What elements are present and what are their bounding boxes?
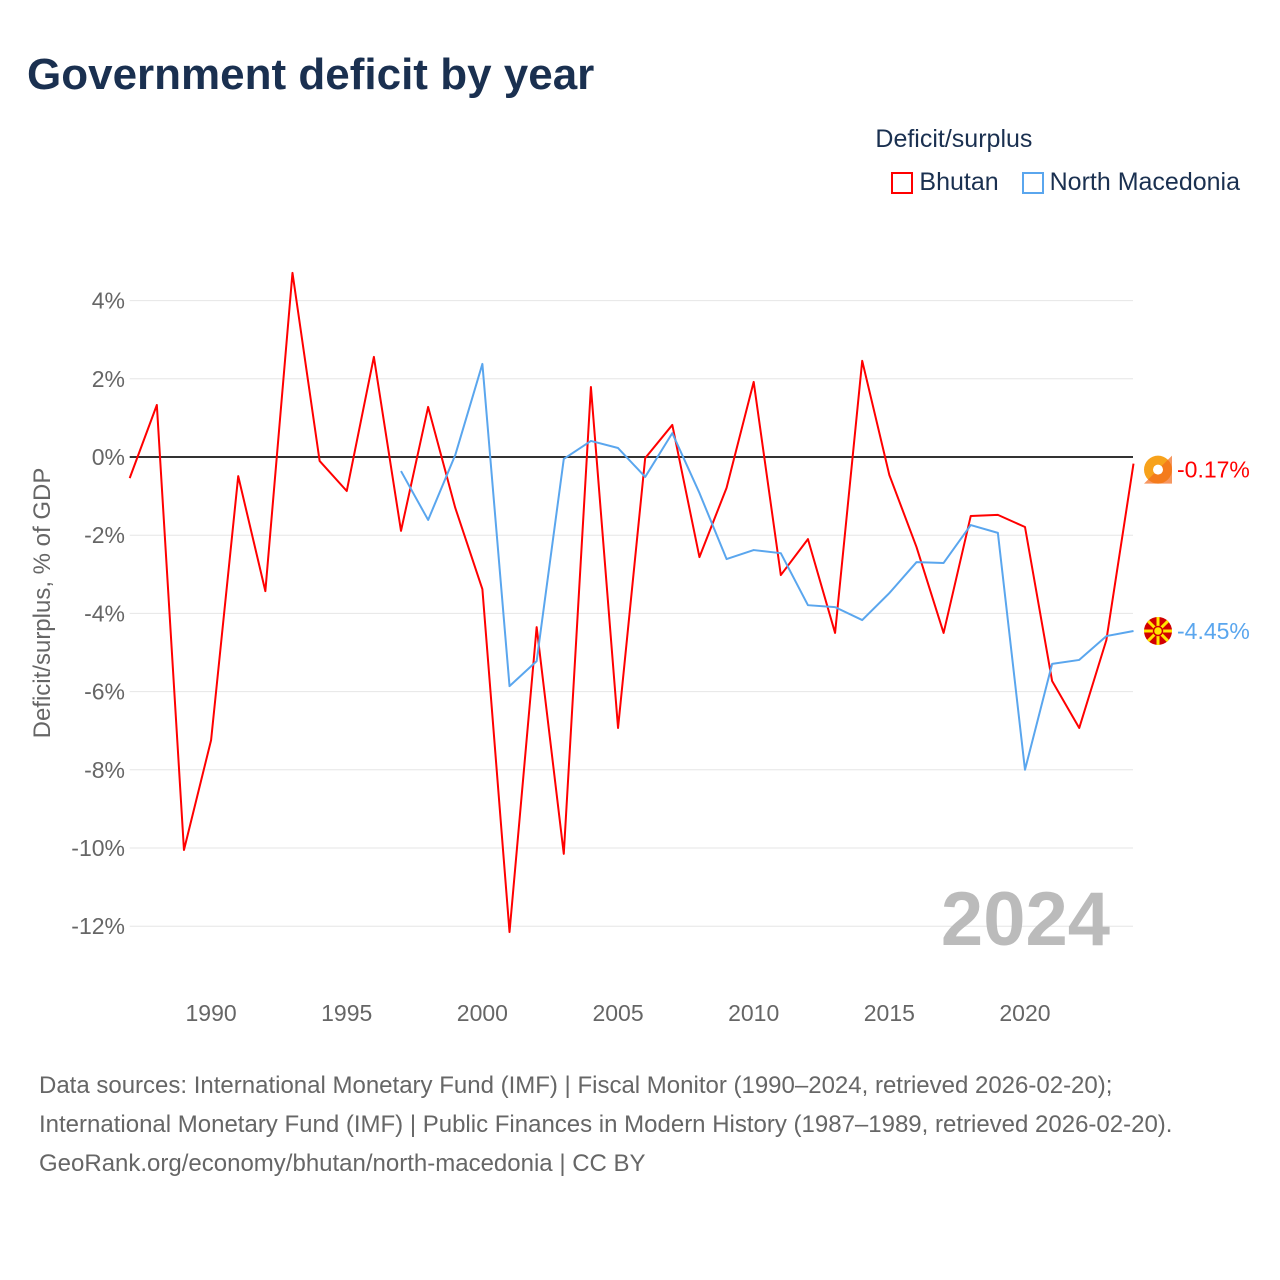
x-tick-label: 1995 [321, 1000, 372, 1026]
y-tick-label: -2% [84, 522, 125, 548]
legend-swatch [891, 171, 914, 194]
y-tick-label: -6% [84, 679, 125, 705]
legend-item-bhutan[interactable]: Bhutan [891, 168, 999, 197]
y-tick-label: 4% [92, 288, 125, 314]
sources: Data sources: International Monetary Fun… [39, 1066, 1239, 1183]
y-tick-label: -10% [71, 835, 125, 861]
chart-title: Government deficit by year [27, 50, 595, 99]
attribution-link[interactable]: GeoRank.org/economy/bhutan/north-macedon… [39, 1150, 646, 1177]
y-tick-label: -8% [84, 757, 125, 783]
series-line-bhutan [128, 271, 1135, 934]
x-tick-label: 2000 [457, 1000, 508, 1026]
y-tick-label: 0% [92, 444, 125, 470]
y-tick-label: -4% [84, 600, 125, 626]
flag-sun [1152, 625, 1164, 637]
y-tick-label: 2% [92, 366, 125, 392]
series-line-north-macedonia [400, 362, 1134, 771]
legend-label: Bhutan [919, 168, 999, 196]
year-watermark: 2024 [941, 877, 1110, 962]
y-tick-label: -12% [71, 913, 125, 939]
x-tick-label: 2015 [864, 1000, 915, 1026]
legend: Deficit/surplus Bhutan North Macedonia [875, 125, 1240, 201]
end-value-label: -4.45% [1177, 618, 1250, 644]
x-tick-label: 2010 [728, 1000, 779, 1026]
y-axis-label: Deficit/surplus, % of GDP [29, 468, 56, 739]
x-tick-label: 2005 [592, 1000, 643, 1026]
legend-label: North Macedonia [1049, 168, 1240, 196]
legend-title: Deficit/surplus [875, 125, 1033, 153]
x-tick-label: 2020 [999, 1000, 1050, 1026]
legend-swatch [1021, 171, 1044, 194]
data-sources-text: Data sources: International Monetary Fun… [39, 1072, 1173, 1138]
x-tick-label: 1990 [186, 1000, 237, 1026]
flag-dragon [1153, 464, 1163, 475]
end-value-label: -0.17% [1177, 457, 1250, 483]
legend-item-north-macedonia[interactable]: North Macedonia [1021, 168, 1240, 197]
